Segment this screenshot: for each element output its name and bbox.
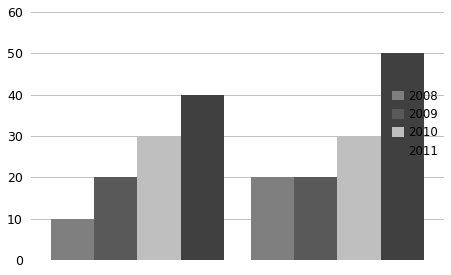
Bar <box>137 136 181 260</box>
Bar <box>337 136 381 260</box>
Bar <box>381 53 424 260</box>
Legend: 2008, 2009, 2010, 2011: 2008, 2009, 2010, 2011 <box>392 90 438 158</box>
Bar <box>51 219 94 260</box>
Bar <box>251 177 294 260</box>
Bar <box>181 95 224 260</box>
Bar <box>94 177 137 260</box>
Bar <box>294 177 337 260</box>
